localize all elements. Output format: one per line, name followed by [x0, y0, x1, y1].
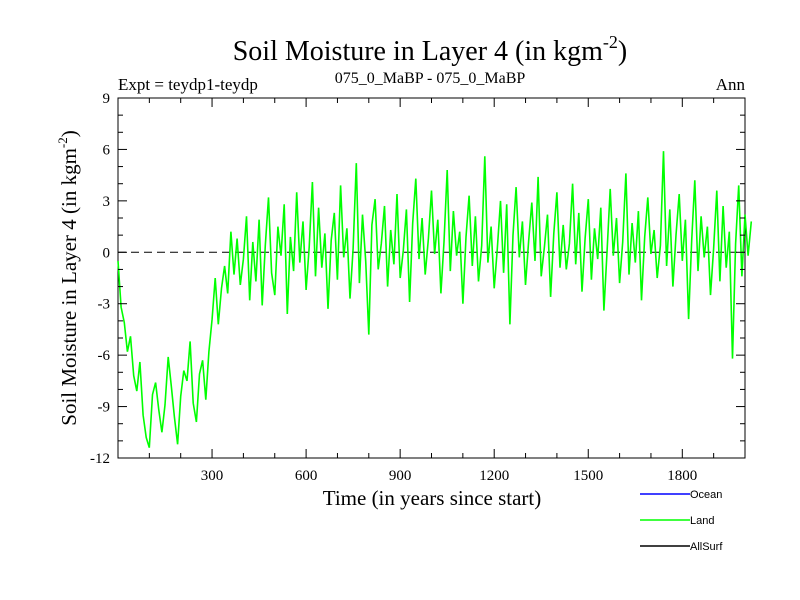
x-tick-label: 1500	[573, 468, 603, 484]
x-axis-ticks: 300 600 900 1200 1500 1800	[148, 98, 715, 484]
y-tick-label: -6	[98, 348, 111, 364]
y-tick-label: 3	[103, 194, 111, 210]
legend: Ocean Land AllSurf	[640, 489, 723, 553]
y-tick-label: 9	[103, 91, 111, 107]
x-axis-label: Time (in years since start)	[323, 486, 542, 510]
y-tick-label: 0	[103, 245, 111, 261]
x-tick-label: 600	[295, 468, 318, 484]
x-tick-label: 1200	[479, 468, 509, 484]
x-tick-label: 300	[201, 468, 224, 484]
legend-allsurf-label: AllSurf	[690, 541, 723, 553]
y-axis-label: Soil Moisture in Layer 4 (in kgm-2)	[55, 130, 81, 425]
y-tick-label: 6	[103, 142, 111, 158]
y-tick-label: -3	[98, 297, 111, 313]
plot-frame	[117, 97, 746, 459]
legend-ocean-label: Ocean	[690, 489, 722, 501]
legend-land-label: Land	[690, 515, 714, 527]
x-tick-label: 900	[389, 468, 412, 484]
series-land-line	[117, 151, 753, 448]
subtitle-season: Ann	[716, 75, 746, 94]
subtitle-period: 075_0_MaBP - 075_0_MaBP	[335, 70, 526, 87]
y-axis-ticks: -12 -9 -6 -3 0 3 6 9	[90, 91, 745, 467]
chart-title: Soil Moisture in Layer 4 (in kgm-2)	[233, 32, 628, 67]
y-tick-label: -9	[98, 400, 111, 416]
subtitle-experiment: Expt = teydp1-teydp	[118, 75, 258, 94]
y-tick-label: -12	[90, 451, 110, 467]
x-tick-label: 1800	[667, 468, 697, 484]
